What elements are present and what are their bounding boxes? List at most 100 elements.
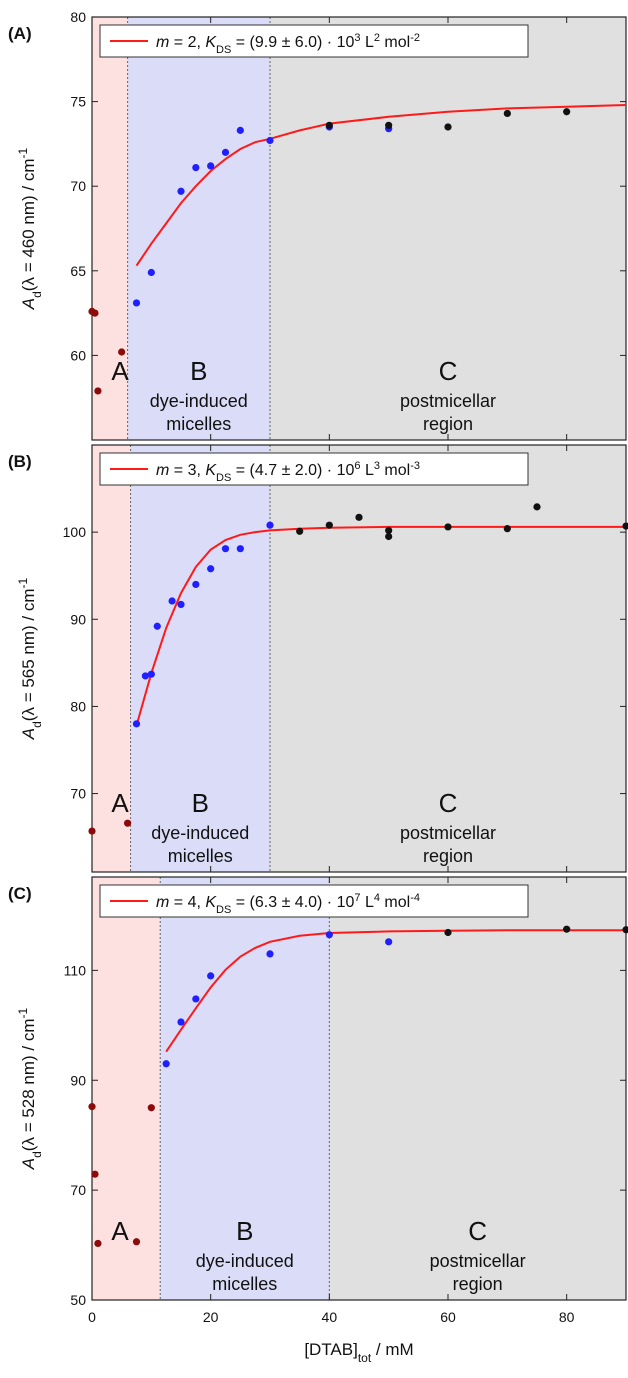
y-label-a: A bbox=[19, 298, 38, 310]
legend-text: m = 2, KDS = (9.9 ± 6.0) · 103 L2 mol-2 bbox=[156, 32, 420, 56]
data-point-a bbox=[147, 1104, 155, 1112]
plot-frame bbox=[91, 444, 627, 873]
x-axis-label: [DTAB]tot / mM bbox=[304, 1340, 413, 1365]
y-tick-label: 110 bbox=[64, 962, 87, 978]
region-letter-a: A bbox=[111, 788, 129, 818]
y-label-sup: -1 bbox=[16, 1007, 30, 1018]
data-point-c bbox=[622, 522, 628, 530]
region-letter-b: B bbox=[190, 356, 207, 386]
y-tick-label: 80 bbox=[70, 9, 86, 25]
region-desc-line2: region bbox=[423, 414, 473, 434]
data-point-a bbox=[132, 1238, 141, 1246]
legend-equation: = (9.9 ± 6.0) · 10 bbox=[231, 34, 354, 51]
data-point-b bbox=[325, 931, 333, 939]
data-point-c bbox=[622, 926, 628, 934]
y-label-body: (λ = 528 nm) / cm bbox=[19, 1018, 38, 1151]
y-tick-label: 50 bbox=[70, 1292, 86, 1308]
region-desc-line2: micelles bbox=[168, 846, 233, 866]
legend-mol: mol bbox=[380, 462, 410, 479]
legend-m-symbol: m bbox=[156, 894, 169, 911]
region-desc-line1: postmicellar bbox=[400, 823, 496, 843]
legend-box bbox=[99, 24, 529, 58]
data-point-c bbox=[444, 523, 452, 531]
data-point-b bbox=[177, 187, 185, 195]
data-point-b bbox=[192, 163, 200, 172]
data-point-c bbox=[444, 123, 452, 131]
legend-equation: = (6.3 ± 4.0) · 10 bbox=[231, 894, 354, 911]
region-letter-a: A bbox=[111, 356, 129, 386]
y-label-body: (λ = 460 nm) / cm bbox=[19, 158, 38, 291]
data-point-b bbox=[192, 995, 200, 1003]
data-point-b bbox=[266, 950, 274, 958]
region-b-band bbox=[130, 445, 270, 872]
y-label-a: A bbox=[19, 1158, 38, 1170]
legend-k-subscript: DS bbox=[216, 904, 231, 916]
legend-mol: mol bbox=[380, 34, 410, 51]
data-point-b bbox=[266, 521, 274, 529]
region-c-band bbox=[329, 877, 626, 1300]
x-tick-label: 60 bbox=[440, 1309, 456, 1325]
plot-frame bbox=[91, 16, 627, 441]
region-desc-line1: dye-induced bbox=[150, 391, 248, 411]
fit-curve bbox=[135, 104, 627, 267]
data-point-c bbox=[296, 527, 304, 535]
data-point-a bbox=[94, 387, 102, 395]
data-point-c bbox=[385, 121, 393, 129]
legend-mol-exponent: -3 bbox=[410, 460, 420, 472]
y-tick-label: 80 bbox=[70, 698, 86, 714]
x-label-unit: / mM bbox=[371, 1340, 414, 1359]
y-label-sub: d bbox=[30, 1151, 44, 1158]
y-tick-label: 70 bbox=[70, 1182, 86, 1198]
legend-exponent: 7 bbox=[354, 892, 360, 904]
legend-equation: = (4.7 ± 2.0) · 10 bbox=[231, 462, 354, 479]
y-axis-label: Ad(λ = 565 nm) / cm-1 bbox=[16, 577, 44, 740]
data-point-b bbox=[177, 600, 185, 609]
data-point-b bbox=[221, 148, 230, 156]
y-tick-label: 70 bbox=[70, 178, 86, 194]
legend-mol: mol bbox=[380, 894, 410, 911]
data-point-b bbox=[153, 622, 161, 630]
data-point-a bbox=[88, 1103, 96, 1111]
x-tick-label: 0 bbox=[88, 1309, 96, 1325]
data-point-b bbox=[207, 162, 215, 170]
data-point-a bbox=[91, 1170, 99, 1178]
x-label-sub: tot bbox=[358, 1351, 372, 1365]
legend-k-symbol: K bbox=[205, 894, 217, 911]
region-letter-b: B bbox=[192, 788, 209, 818]
region-letter-b: B bbox=[236, 1216, 253, 1246]
x-tick-label: 80 bbox=[559, 1309, 575, 1325]
region-letter-c: C bbox=[439, 788, 458, 818]
data-point-a bbox=[91, 309, 99, 317]
region-letter-c: C bbox=[439, 356, 458, 386]
x-tick-label: 40 bbox=[322, 1309, 338, 1325]
legend-unit: L bbox=[361, 462, 374, 479]
y-label-sub: d bbox=[30, 291, 44, 298]
panel-label: (A) bbox=[8, 24, 32, 43]
legend-mol-exponent: -4 bbox=[410, 892, 420, 904]
legend-box bbox=[99, 884, 529, 918]
data-point-b bbox=[147, 268, 155, 277]
data-point-b bbox=[236, 545, 244, 553]
data-point-c bbox=[385, 526, 393, 535]
region-b-band bbox=[160, 877, 330, 1300]
region-a-band bbox=[92, 445, 131, 872]
legend-m-symbol: m bbox=[156, 34, 169, 51]
legend-unit: L bbox=[361, 34, 374, 51]
data-point-c bbox=[355, 513, 363, 521]
legend-k-subscript: DS bbox=[216, 472, 231, 484]
y-tick-label: 100 bbox=[63, 524, 87, 540]
data-point-b bbox=[132, 720, 141, 728]
data-point-b bbox=[266, 136, 274, 145]
data-point-b bbox=[141, 672, 149, 680]
region-letter-a: A bbox=[111, 1216, 129, 1246]
legend-m-value: = 4, bbox=[169, 894, 205, 911]
data-point-c bbox=[385, 532, 393, 541]
y-tick-label: 75 bbox=[70, 94, 86, 110]
data-point-c bbox=[444, 928, 452, 937]
data-point-b bbox=[162, 1060, 170, 1068]
data-point-b bbox=[177, 1018, 185, 1026]
y-tick-label: 60 bbox=[70, 347, 86, 363]
